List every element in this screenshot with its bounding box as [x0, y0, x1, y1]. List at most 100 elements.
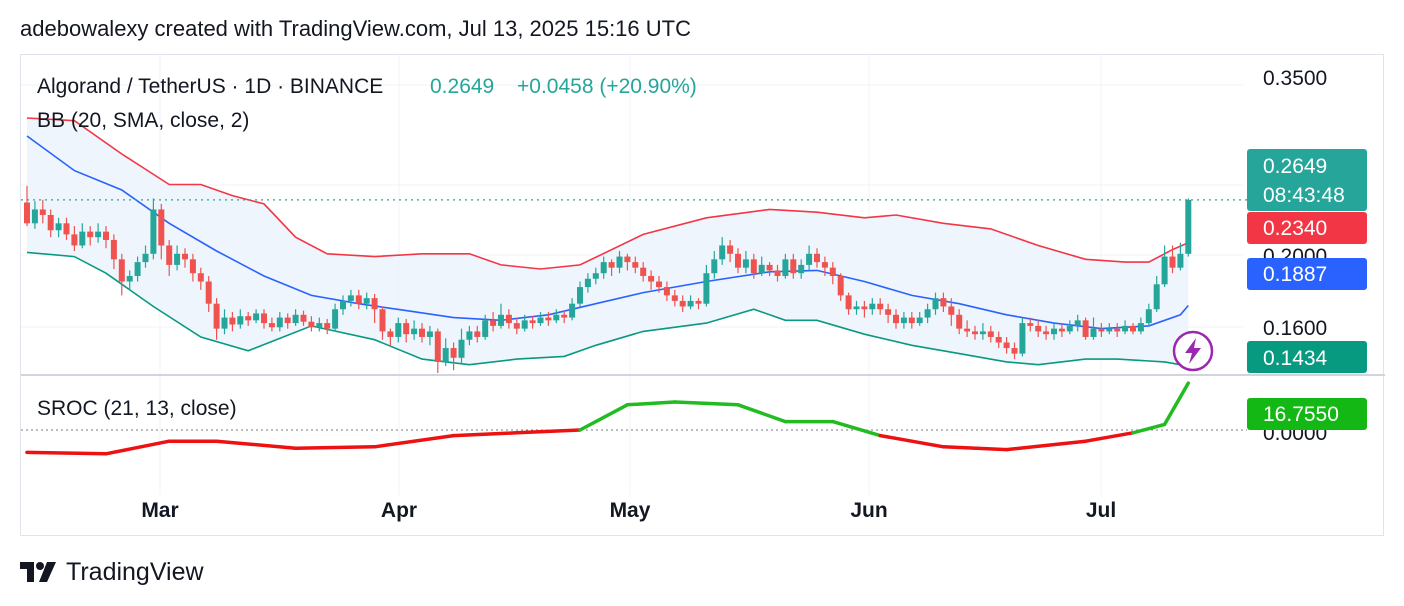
candle [869, 298, 876, 315]
candle-body [237, 316, 244, 325]
candle [324, 318, 331, 335]
candle-body [758, 264, 765, 274]
candle-body [419, 328, 425, 337]
bb-basis-badge [1247, 258, 1367, 290]
candle-body [1011, 348, 1018, 354]
candle-body [505, 314, 512, 324]
bb-upper-badge [1247, 212, 1367, 244]
candle-body [466, 331, 473, 340]
sroc-segment [1004, 439, 1088, 452]
bb-fill [27, 118, 1189, 369]
candle [916, 312, 923, 326]
candle [505, 309, 512, 329]
candle [806, 245, 813, 271]
legend-bb-label[interactable]: BB (20, SMA, close, 2) [37, 109, 249, 132]
candle [537, 312, 544, 326]
bb-basis-value: 0.1887 [1263, 263, 1327, 286]
sroc-segment [1083, 431, 1135, 443]
candle [466, 325, 473, 346]
price-tick: 0.3500 [1263, 67, 1327, 90]
tradingview-logo-icon [20, 562, 56, 582]
sroc-segment [104, 439, 171, 456]
candle [663, 281, 670, 301]
candle [829, 262, 836, 285]
candle-body [1177, 253, 1184, 268]
candle [379, 306, 386, 340]
candle [1153, 275, 1160, 313]
candle [1066, 320, 1073, 335]
candle [529, 316, 536, 329]
candle-body [671, 295, 678, 301]
candle [229, 312, 236, 332]
candle [442, 338, 449, 367]
candle-body [221, 317, 228, 329]
bollinger-bands [26, 117, 1189, 370]
candle-body [411, 328, 418, 335]
last-price-badge [1247, 149, 1367, 211]
candle-body [900, 317, 907, 324]
candle [956, 309, 963, 335]
bb-lower-badge [1247, 341, 1367, 373]
candle [458, 328, 465, 365]
candle-body [134, 262, 141, 276]
candle [1106, 323, 1113, 335]
sroc-value-badge [1247, 398, 1367, 430]
candle [1130, 323, 1136, 335]
candle [584, 273, 591, 293]
footer-brand[interactable]: TradingView [20, 556, 204, 588]
candle [419, 323, 425, 343]
sroc-segment [515, 428, 582, 435]
candle-body [687, 300, 694, 307]
candle [1035, 320, 1042, 337]
candle [1051, 323, 1057, 340]
candle-body [47, 214, 54, 231]
candle [600, 256, 607, 279]
chart-canvas[interactable]: Algorand / TetherUS · 1D · BINANCE 0.264… [21, 55, 1385, 537]
candle [679, 295, 686, 313]
candle [110, 234, 117, 270]
lightning-icon[interactable] [1172, 330, 1214, 372]
candle-body [1145, 309, 1152, 324]
candle-body [829, 267, 836, 276]
candle [821, 256, 828, 276]
candle-body [182, 253, 188, 260]
candle-body [55, 223, 62, 231]
candle-body [964, 328, 971, 332]
candle [103, 226, 109, 249]
candle [490, 312, 497, 332]
legend-sroc-label[interactable]: SROC (21, 13, close) [37, 397, 237, 420]
candle-body [150, 209, 157, 254]
candle-body [569, 303, 576, 318]
time-label: Jun [850, 499, 887, 522]
candle [885, 303, 892, 324]
candle [932, 292, 939, 315]
candle-body [727, 245, 734, 254]
legend-symbol[interactable]: Algorand / TetherUS · 1D · BINANCE [37, 75, 383, 98]
candle [411, 320, 418, 340]
candle [174, 245, 181, 271]
sroc-value: 16.7550 [1263, 403, 1339, 426]
candle [276, 312, 283, 332]
candle [703, 264, 710, 307]
candle-body [166, 245, 173, 265]
sroc-indicator [21, 381, 1247, 456]
candle-body [189, 259, 196, 274]
candle-body [719, 245, 726, 260]
candle [616, 251, 623, 274]
candle-body [118, 259, 125, 282]
candle [798, 259, 805, 279]
candle [711, 251, 718, 279]
time-label: Apr [381, 499, 417, 522]
candle [237, 309, 244, 329]
chart-frame[interactable]: Algorand / TetherUS · 1D · BINANCE 0.264… [20, 54, 1385, 537]
candle-body [379, 309, 386, 332]
candle [355, 289, 362, 310]
candle [1185, 198, 1192, 257]
candle-body [798, 264, 805, 274]
bb-upper-line [26, 117, 1189, 270]
sroc-segment [941, 445, 1009, 452]
candle [577, 281, 583, 307]
candle-body [782, 259, 789, 276]
time-label: May [610, 499, 651, 522]
candle-body [1035, 325, 1042, 332]
